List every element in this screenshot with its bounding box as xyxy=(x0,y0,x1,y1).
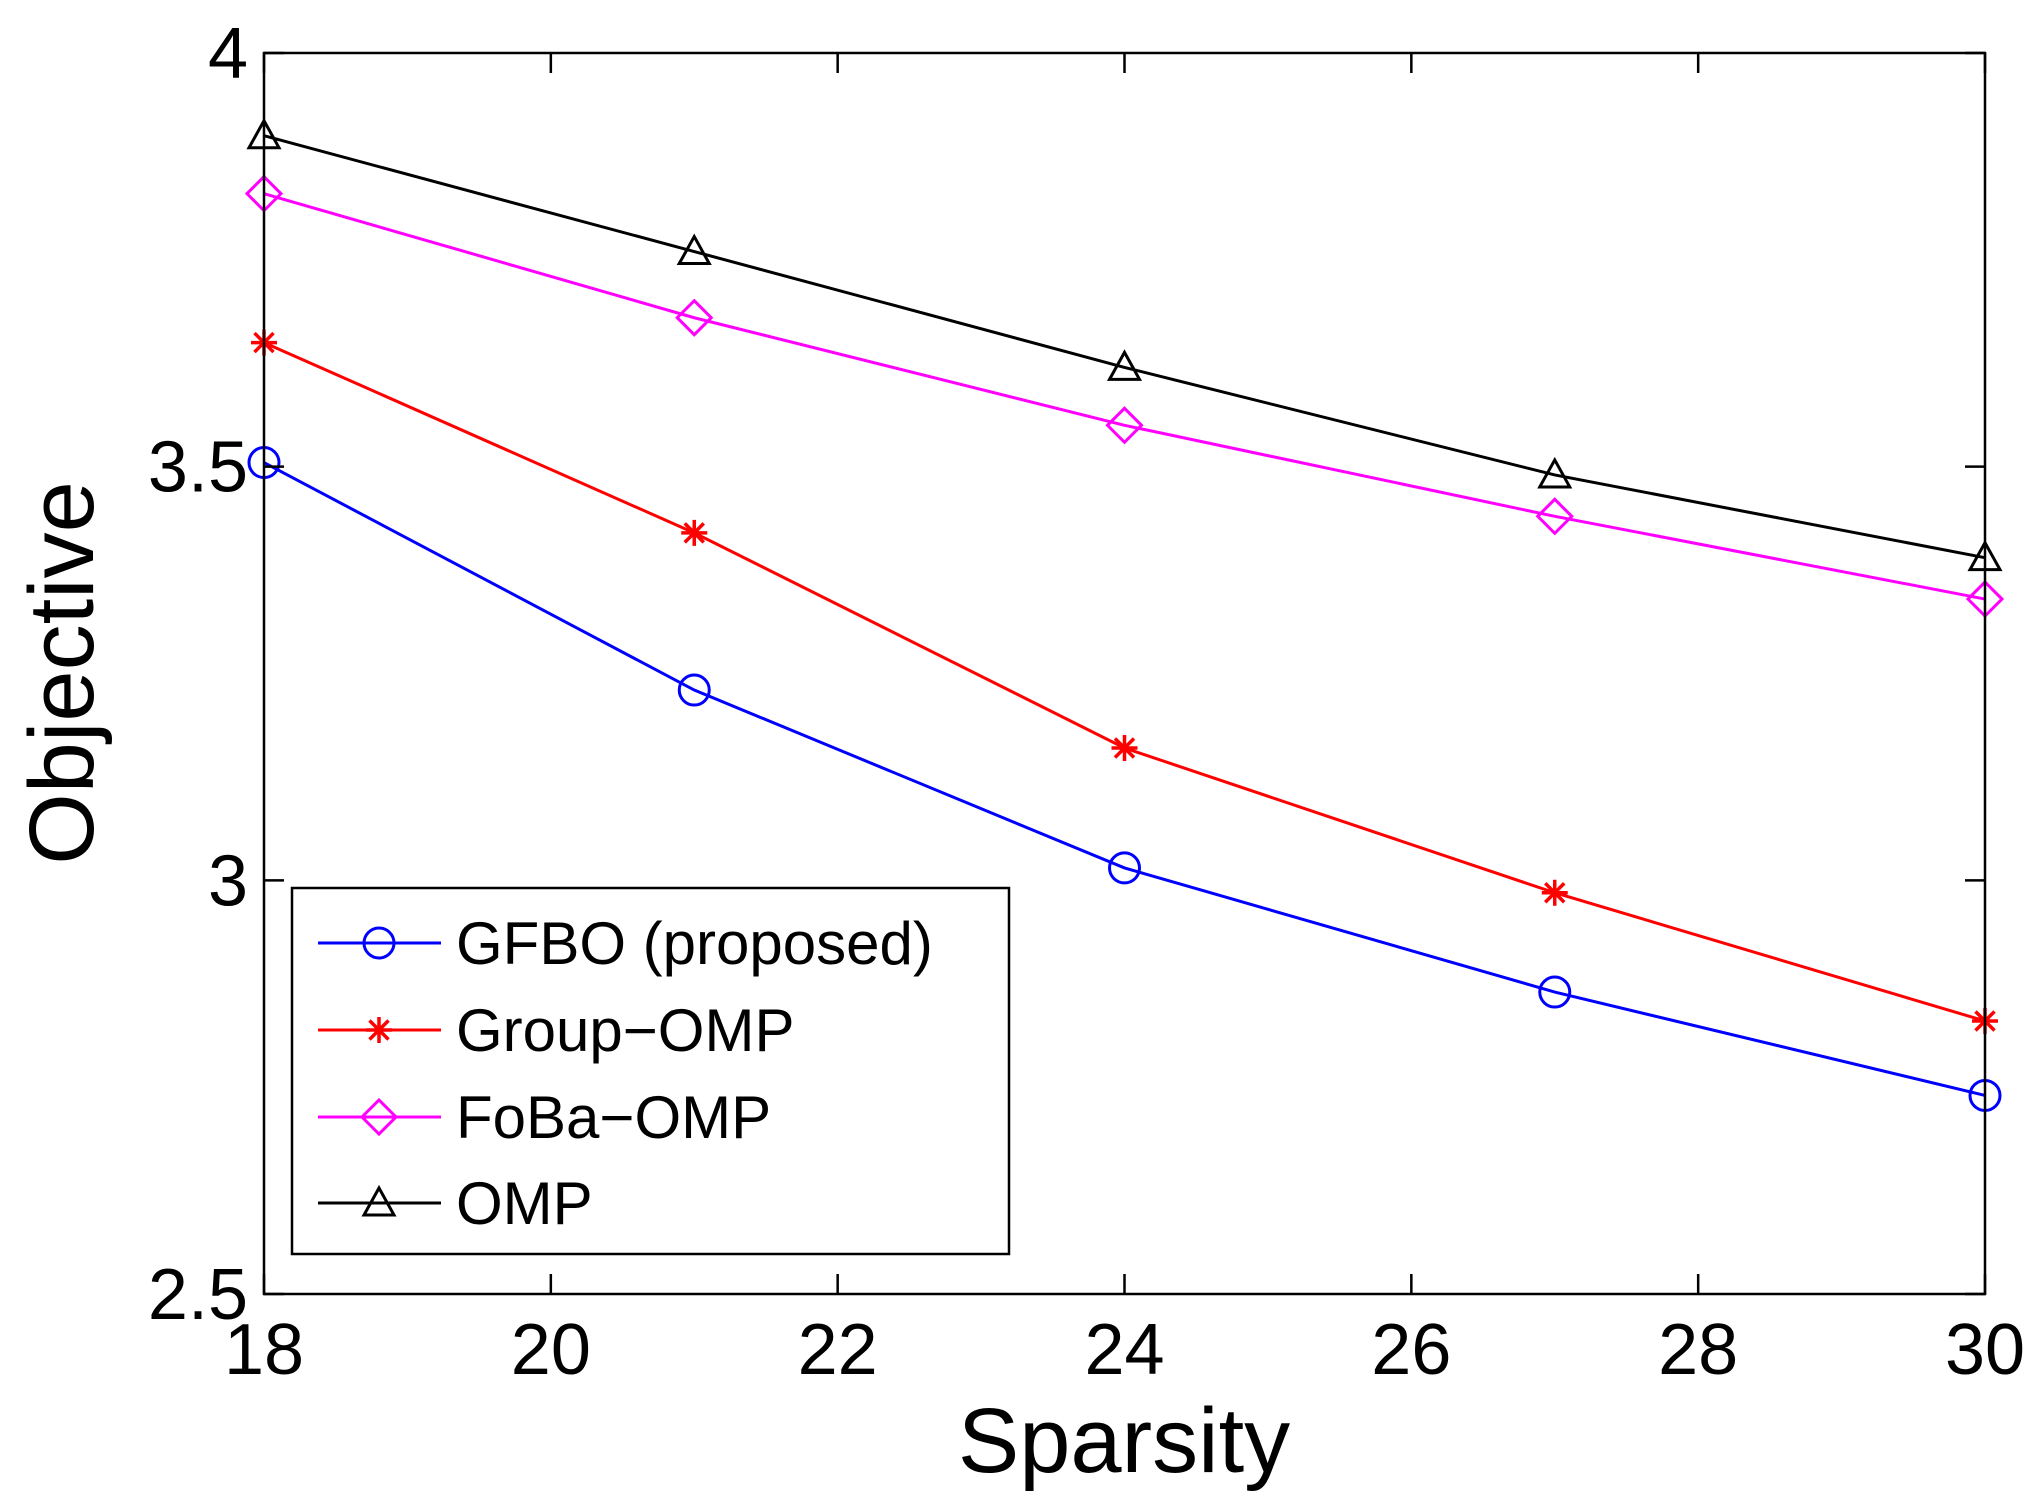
legend-label: OMP xyxy=(456,1170,593,1237)
x-tick-label: 26 xyxy=(1371,1310,1451,1390)
legend-label: GFBO (proposed) xyxy=(456,910,933,977)
data-point xyxy=(681,519,708,546)
legend-box xyxy=(290,886,1011,1256)
legend-entry: Group−OMP xyxy=(318,997,794,1064)
data-point xyxy=(1111,734,1138,761)
y-tick-label: 4 xyxy=(208,14,248,94)
legend-entry: OMP xyxy=(318,1170,593,1237)
x-axis-label: Sparsity xyxy=(958,1390,1290,1492)
data-point xyxy=(1108,851,1141,885)
axis-tick-labels: 18 20 22 24 26 28 30 2.5 3 3.5 4 xyxy=(148,14,2025,1390)
legend-label: FoBa−OMP xyxy=(456,1084,771,1151)
legend-entry: GFBO (proposed) xyxy=(318,910,933,977)
series-1 xyxy=(251,329,1998,1034)
y-axis-label: Objective xyxy=(11,481,113,865)
x-tick-label: 28 xyxy=(1658,1310,1738,1390)
axis-ticks xyxy=(262,51,1987,1296)
series-2 xyxy=(244,174,2005,619)
data-point xyxy=(1537,456,1573,489)
x-tick-label: 20 xyxy=(511,1310,591,1390)
x-tick-label: 24 xyxy=(1084,1310,1164,1390)
legend-marker xyxy=(361,1184,397,1217)
x-tick-label: 18 xyxy=(224,1310,304,1390)
legend-label: Group−OMP xyxy=(456,997,794,1064)
data-point xyxy=(1538,975,1572,1009)
x-tick-label: 30 xyxy=(1945,1310,2025,1390)
data-point xyxy=(1541,879,1568,906)
data-point xyxy=(1105,406,1144,445)
series-line xyxy=(263,192,1986,601)
data-point xyxy=(1106,349,1143,381)
x-tick-label: 22 xyxy=(798,1310,878,1390)
data-point xyxy=(677,673,711,707)
legend-marker xyxy=(359,1097,399,1137)
legend-marker xyxy=(366,1017,392,1043)
series-line xyxy=(263,134,1986,560)
legend: GFBO (proposed) Group−OMP FoBa−OMP OMP xyxy=(290,886,1011,1256)
data-point xyxy=(676,233,712,266)
data-point xyxy=(1535,497,1574,536)
y-tick-label: 2.5 xyxy=(148,1255,248,1335)
y-tick-label: 3.5 xyxy=(148,428,248,508)
data-point xyxy=(675,298,714,337)
series-line xyxy=(263,461,1986,1097)
legend-marker xyxy=(362,926,396,960)
y-tick-label: 3 xyxy=(208,841,248,921)
legend-entry: FoBa−OMP xyxy=(318,1084,771,1151)
